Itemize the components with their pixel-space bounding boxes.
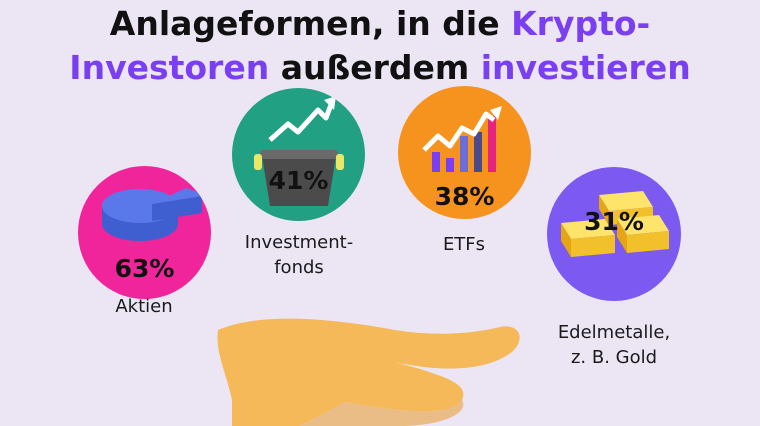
title-part-2: Krypto-: [511, 4, 651, 43]
aktien-label: Aktien: [115, 296, 173, 317]
title-part-1: Anlageformen, in die: [109, 4, 512, 43]
title-part-4: außerdem: [269, 48, 481, 87]
etfs-percent: 38%: [434, 182, 495, 211]
edelmetalle-circle: 31%: [547, 167, 681, 301]
fonds-label: Investment- fonds: [244, 232, 354, 278]
page-title: Anlageformen, in die Krypto- Investoren a…: [0, 2, 760, 90]
edelmetalle-label: Edelmetalle, z. B. Gold: [557, 322, 671, 368]
gold-bars-icon: [561, 191, 669, 257]
etfs-label: ETFs: [442, 234, 486, 255]
etfs-circle: 38%: [398, 86, 531, 219]
pie-chart-icon: [102, 188, 202, 241]
aktien-percent: 63%: [114, 254, 175, 283]
fonds-circle: 41%: [232, 88, 365, 221]
title-part-5: investieren: [480, 48, 691, 87]
bar-chart-trend-icon: [422, 106, 502, 172]
edelmetalle-percent: 31%: [584, 207, 644, 236]
fonds-percent: 41%: [268, 166, 329, 195]
title-part-3: Investoren: [69, 48, 270, 87]
pot-with-trend-line-icon: [254, 96, 344, 206]
aktien-circle: 63%: [78, 166, 211, 299]
